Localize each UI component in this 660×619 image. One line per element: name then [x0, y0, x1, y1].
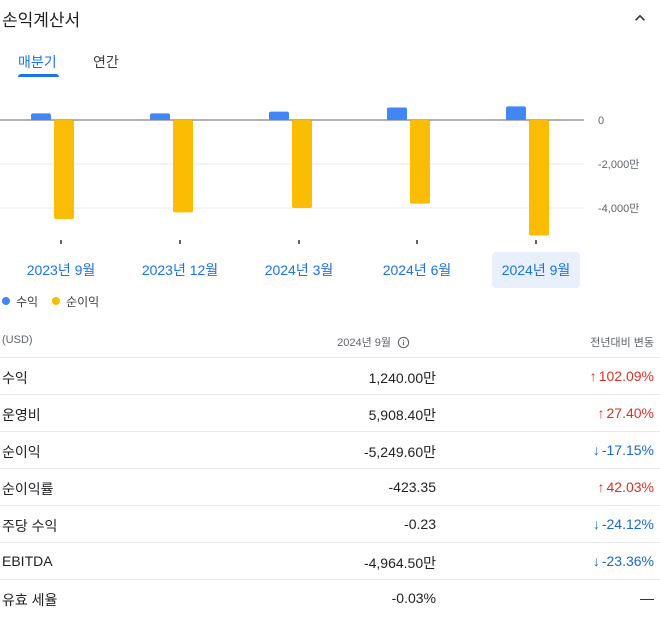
arrow-up-icon: ↑ [589, 368, 597, 384]
row-change: ↑ 102.09% [590, 368, 654, 384]
chart-x-labels: 2023년 9월 2023년 12월 2024년 3월 2024년 6월 2024년 9… [0, 252, 660, 288]
table-row: 순이익률 -423.35 ↑ 42.03% [0, 469, 660, 506]
row-label: 주당 수익 [2, 518, 58, 534]
y-tick-label: -2,000만 [598, 158, 639, 171]
row-value: 5,908.40만 [368, 407, 436, 423]
table-row: 순이익 -5,249.60만 ↓ -17.15% [0, 432, 660, 469]
legend-label-net-income: 순이익 [66, 294, 100, 309]
table-row: 운영비 5,908.40만 ↑ 27.40% [0, 395, 660, 432]
row-change: ↓ -23.36% [593, 553, 654, 569]
row-change-value: -24.12% [601, 516, 654, 532]
legend-dot-net-income [52, 297, 61, 305]
active-tab-indicator [18, 74, 59, 77]
revenue-bar-2[interactable] [269, 111, 289, 120]
row-change-value: -17.15% [601, 442, 654, 458]
row-value: -5,249.60만 [363, 444, 436, 460]
legend-label-revenue: 수익 [16, 294, 39, 309]
change-header: 전년대비 변동 [590, 337, 654, 349]
row-change: — [640, 590, 654, 606]
revenue-bar-1[interactable] [150, 113, 170, 120]
legend-item-revenue: 수익 [2, 293, 38, 310]
table-header: (USD) 2024년 9월 전년대비 변동 [0, 322, 660, 358]
table-row: 수익 1,240.00만 ↑ 102.09% [0, 358, 660, 395]
row-value: 1,240.00만 [368, 370, 436, 386]
net-income-bar-1[interactable] [173, 120, 193, 213]
chart-legend: 수익 순이익 [2, 292, 113, 310]
legend-dot-revenue [2, 297, 10, 305]
row-change-value: 27.40% [606, 405, 654, 421]
tab-annual[interactable]: 연간 [93, 54, 119, 70]
x-label-0[interactable]: 2023년 9월 [26, 262, 96, 278]
row-label: 순이익 [2, 444, 41, 460]
y-tick-label: 0 [598, 115, 604, 127]
y-tick-label: -4,000만 [598, 202, 639, 215]
section-title: 손익계산서 [2, 11, 81, 30]
row-label: 운영비 [2, 407, 41, 423]
arrow-down-icon: ↓ [592, 442, 600, 458]
table-row: 유효 세율 -0.03% — [0, 580, 660, 617]
legend-item-net-income: 순이익 [52, 293, 99, 310]
arrow-up-icon: ↑ [597, 405, 605, 421]
row-label: 유효 세율 [2, 592, 58, 608]
row-label: 수익 [2, 370, 28, 386]
table-row: 주당 수익 -0.23 ↓ -24.12% [0, 506, 660, 543]
arrow-down-icon: ↓ [592, 516, 600, 532]
net-income-bar-2[interactable] [292, 120, 312, 208]
row-change-value: -23.36% [601, 553, 654, 569]
x-label-1[interactable]: 2023년 12월 [141, 262, 219, 278]
chevron-up-icon[interactable] [630, 8, 650, 28]
row-change-value: 102.09% [598, 368, 654, 384]
row-value: -423.35 [388, 479, 436, 495]
revenue-bar-0[interactable] [31, 113, 51, 120]
tab-quarterly[interactable]: 매분기 [18, 54, 57, 70]
row-change-value: 42.03% [606, 479, 654, 495]
info-icon[interactable] [397, 336, 410, 349]
period-header: 2024년 9월 [337, 334, 410, 350]
unit-label: (USD) [2, 334, 33, 346]
chart-canvas: 0 -2,000만 -4,000만 [0, 106, 639, 244]
net-income-bar-4[interactable] [529, 120, 549, 236]
net-income-bar-0[interactable] [54, 120, 74, 219]
row-change: ↓ -17.15% [593, 442, 654, 458]
row-change: ↓ -24.12% [593, 516, 654, 532]
row-change: ↑ 42.03% [598, 479, 654, 495]
row-label: EBITDA [2, 553, 53, 569]
arrow-up-icon: ↑ [597, 479, 605, 495]
table-body: 수익 1,240.00만 ↑ 102.09% 운영비 5,908.40만 ↑ 27.40% 순이… [0, 358, 660, 617]
row-label: 순이익률 [2, 481, 54, 497]
income-table: (USD) 2024년 9월 전년대비 변동 수익 1,240.00만 ↑ 102.0… [0, 322, 660, 617]
revenue-bar-3[interactable] [387, 107, 407, 120]
row-value: -0.23 [404, 516, 436, 532]
row-change: ↑ 27.40% [598, 405, 654, 421]
header: 손익계산서 [0, 0, 660, 40]
row-value: -4,964.50만 [363, 555, 436, 571]
row-change-value: — [640, 590, 654, 606]
x-label-2[interactable]: 2024년 3월 [264, 262, 334, 278]
revenue-bar-4[interactable] [506, 106, 526, 120]
row-value: -0.03% [391, 590, 436, 606]
net-income-bar-3[interactable] [410, 120, 430, 204]
arrow-down-icon: ↓ [592, 553, 600, 569]
x-label-3[interactable]: 2024년 6월 [382, 262, 452, 278]
income-chart: 0 -2,000만 -4,000만 [0, 84, 660, 244]
x-label-4[interactable]: 2024년 9월 [492, 252, 580, 288]
table-row: EBITDA -4,964.50만 ↓ -23.36% [0, 543, 660, 580]
period-header-label: 2024년 9월 [337, 337, 391, 349]
